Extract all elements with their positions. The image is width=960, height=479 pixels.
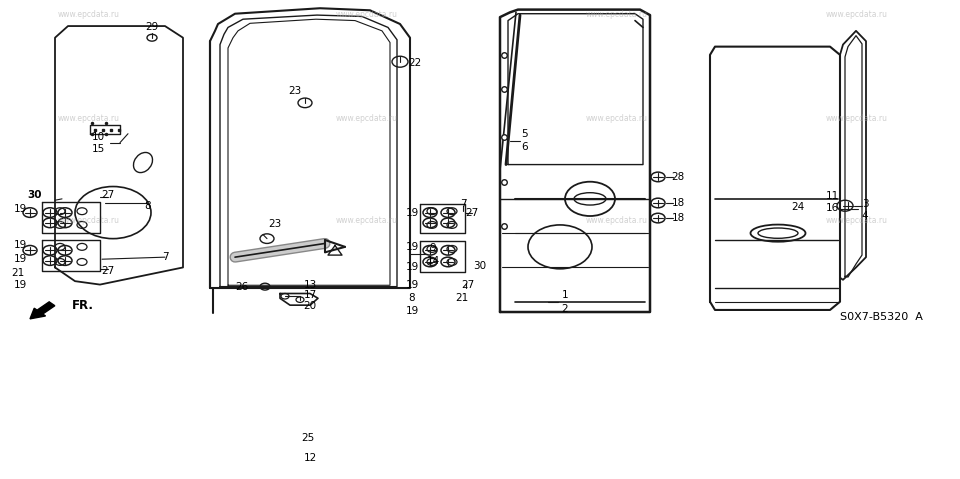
Text: www.epcdata.ru: www.epcdata.ru xyxy=(586,114,648,123)
Text: 22: 22 xyxy=(408,58,421,68)
Text: 23: 23 xyxy=(269,218,281,228)
Text: 30: 30 xyxy=(473,261,487,271)
Text: 21: 21 xyxy=(12,268,25,278)
Text: www.epcdata.ru: www.epcdata.ru xyxy=(58,114,120,123)
Text: 27: 27 xyxy=(462,280,474,290)
Text: 7: 7 xyxy=(460,199,467,209)
Text: 19: 19 xyxy=(405,306,419,316)
Text: www.epcdata.ru: www.epcdata.ru xyxy=(826,10,888,19)
Text: 19: 19 xyxy=(405,242,419,252)
Text: 14: 14 xyxy=(426,256,440,265)
Text: 24: 24 xyxy=(791,202,804,212)
Text: 29: 29 xyxy=(145,23,158,33)
Text: 10: 10 xyxy=(91,132,105,142)
Text: 26: 26 xyxy=(235,282,248,292)
Text: 15: 15 xyxy=(91,144,105,154)
Text: 23: 23 xyxy=(288,86,301,95)
Text: 19: 19 xyxy=(13,240,27,250)
Text: 7: 7 xyxy=(161,252,168,262)
Text: 17: 17 xyxy=(303,290,317,300)
Text: www.epcdata.ru: www.epcdata.ru xyxy=(826,114,888,123)
Text: S0X7-B5320  A: S0X7-B5320 A xyxy=(840,312,923,322)
Text: 30: 30 xyxy=(28,191,42,200)
Text: www.epcdata.ru: www.epcdata.ru xyxy=(58,10,120,19)
Text: 27: 27 xyxy=(102,266,114,276)
Text: 9: 9 xyxy=(430,243,436,253)
FancyArrow shape xyxy=(30,302,55,319)
Text: FR.: FR. xyxy=(72,298,94,312)
Text: 13: 13 xyxy=(303,280,317,290)
Text: www.epcdata.ru: www.epcdata.ru xyxy=(586,216,648,225)
Text: 16: 16 xyxy=(826,204,839,214)
Text: 18: 18 xyxy=(671,213,684,223)
Text: 12: 12 xyxy=(303,453,317,463)
Text: 27: 27 xyxy=(102,191,114,200)
Text: www.epcdata.ru: www.epcdata.ru xyxy=(826,216,888,225)
Text: www.epcdata.ru: www.epcdata.ru xyxy=(336,10,398,19)
Text: 27: 27 xyxy=(466,207,479,217)
Text: www.epcdata.ru: www.epcdata.ru xyxy=(336,114,398,123)
Text: 19: 19 xyxy=(405,207,419,217)
Text: 19: 19 xyxy=(405,262,419,273)
Text: 5: 5 xyxy=(521,129,528,139)
Text: 21: 21 xyxy=(455,293,468,303)
Text: www.epcdata.ru: www.epcdata.ru xyxy=(58,216,120,225)
Text: 8: 8 xyxy=(145,201,152,211)
Text: 8: 8 xyxy=(409,293,416,303)
Text: 19: 19 xyxy=(405,280,419,290)
Text: 2: 2 xyxy=(562,304,568,314)
Text: www.epcdata.ru: www.epcdata.ru xyxy=(586,10,648,19)
Text: 20: 20 xyxy=(303,301,317,311)
Text: 4: 4 xyxy=(862,211,868,221)
Text: 19: 19 xyxy=(13,204,27,214)
Text: 28: 28 xyxy=(671,172,684,182)
Text: 19: 19 xyxy=(13,253,27,263)
Text: www.epcdata.ru: www.epcdata.ru xyxy=(336,216,398,225)
Text: 19: 19 xyxy=(13,280,27,290)
Text: 11: 11 xyxy=(826,191,839,201)
Text: 1: 1 xyxy=(562,290,568,300)
Text: 6: 6 xyxy=(521,142,528,152)
Circle shape xyxy=(837,200,853,211)
Text: 18: 18 xyxy=(671,198,684,208)
Text: 3: 3 xyxy=(862,199,868,209)
Text: 25: 25 xyxy=(301,433,315,443)
